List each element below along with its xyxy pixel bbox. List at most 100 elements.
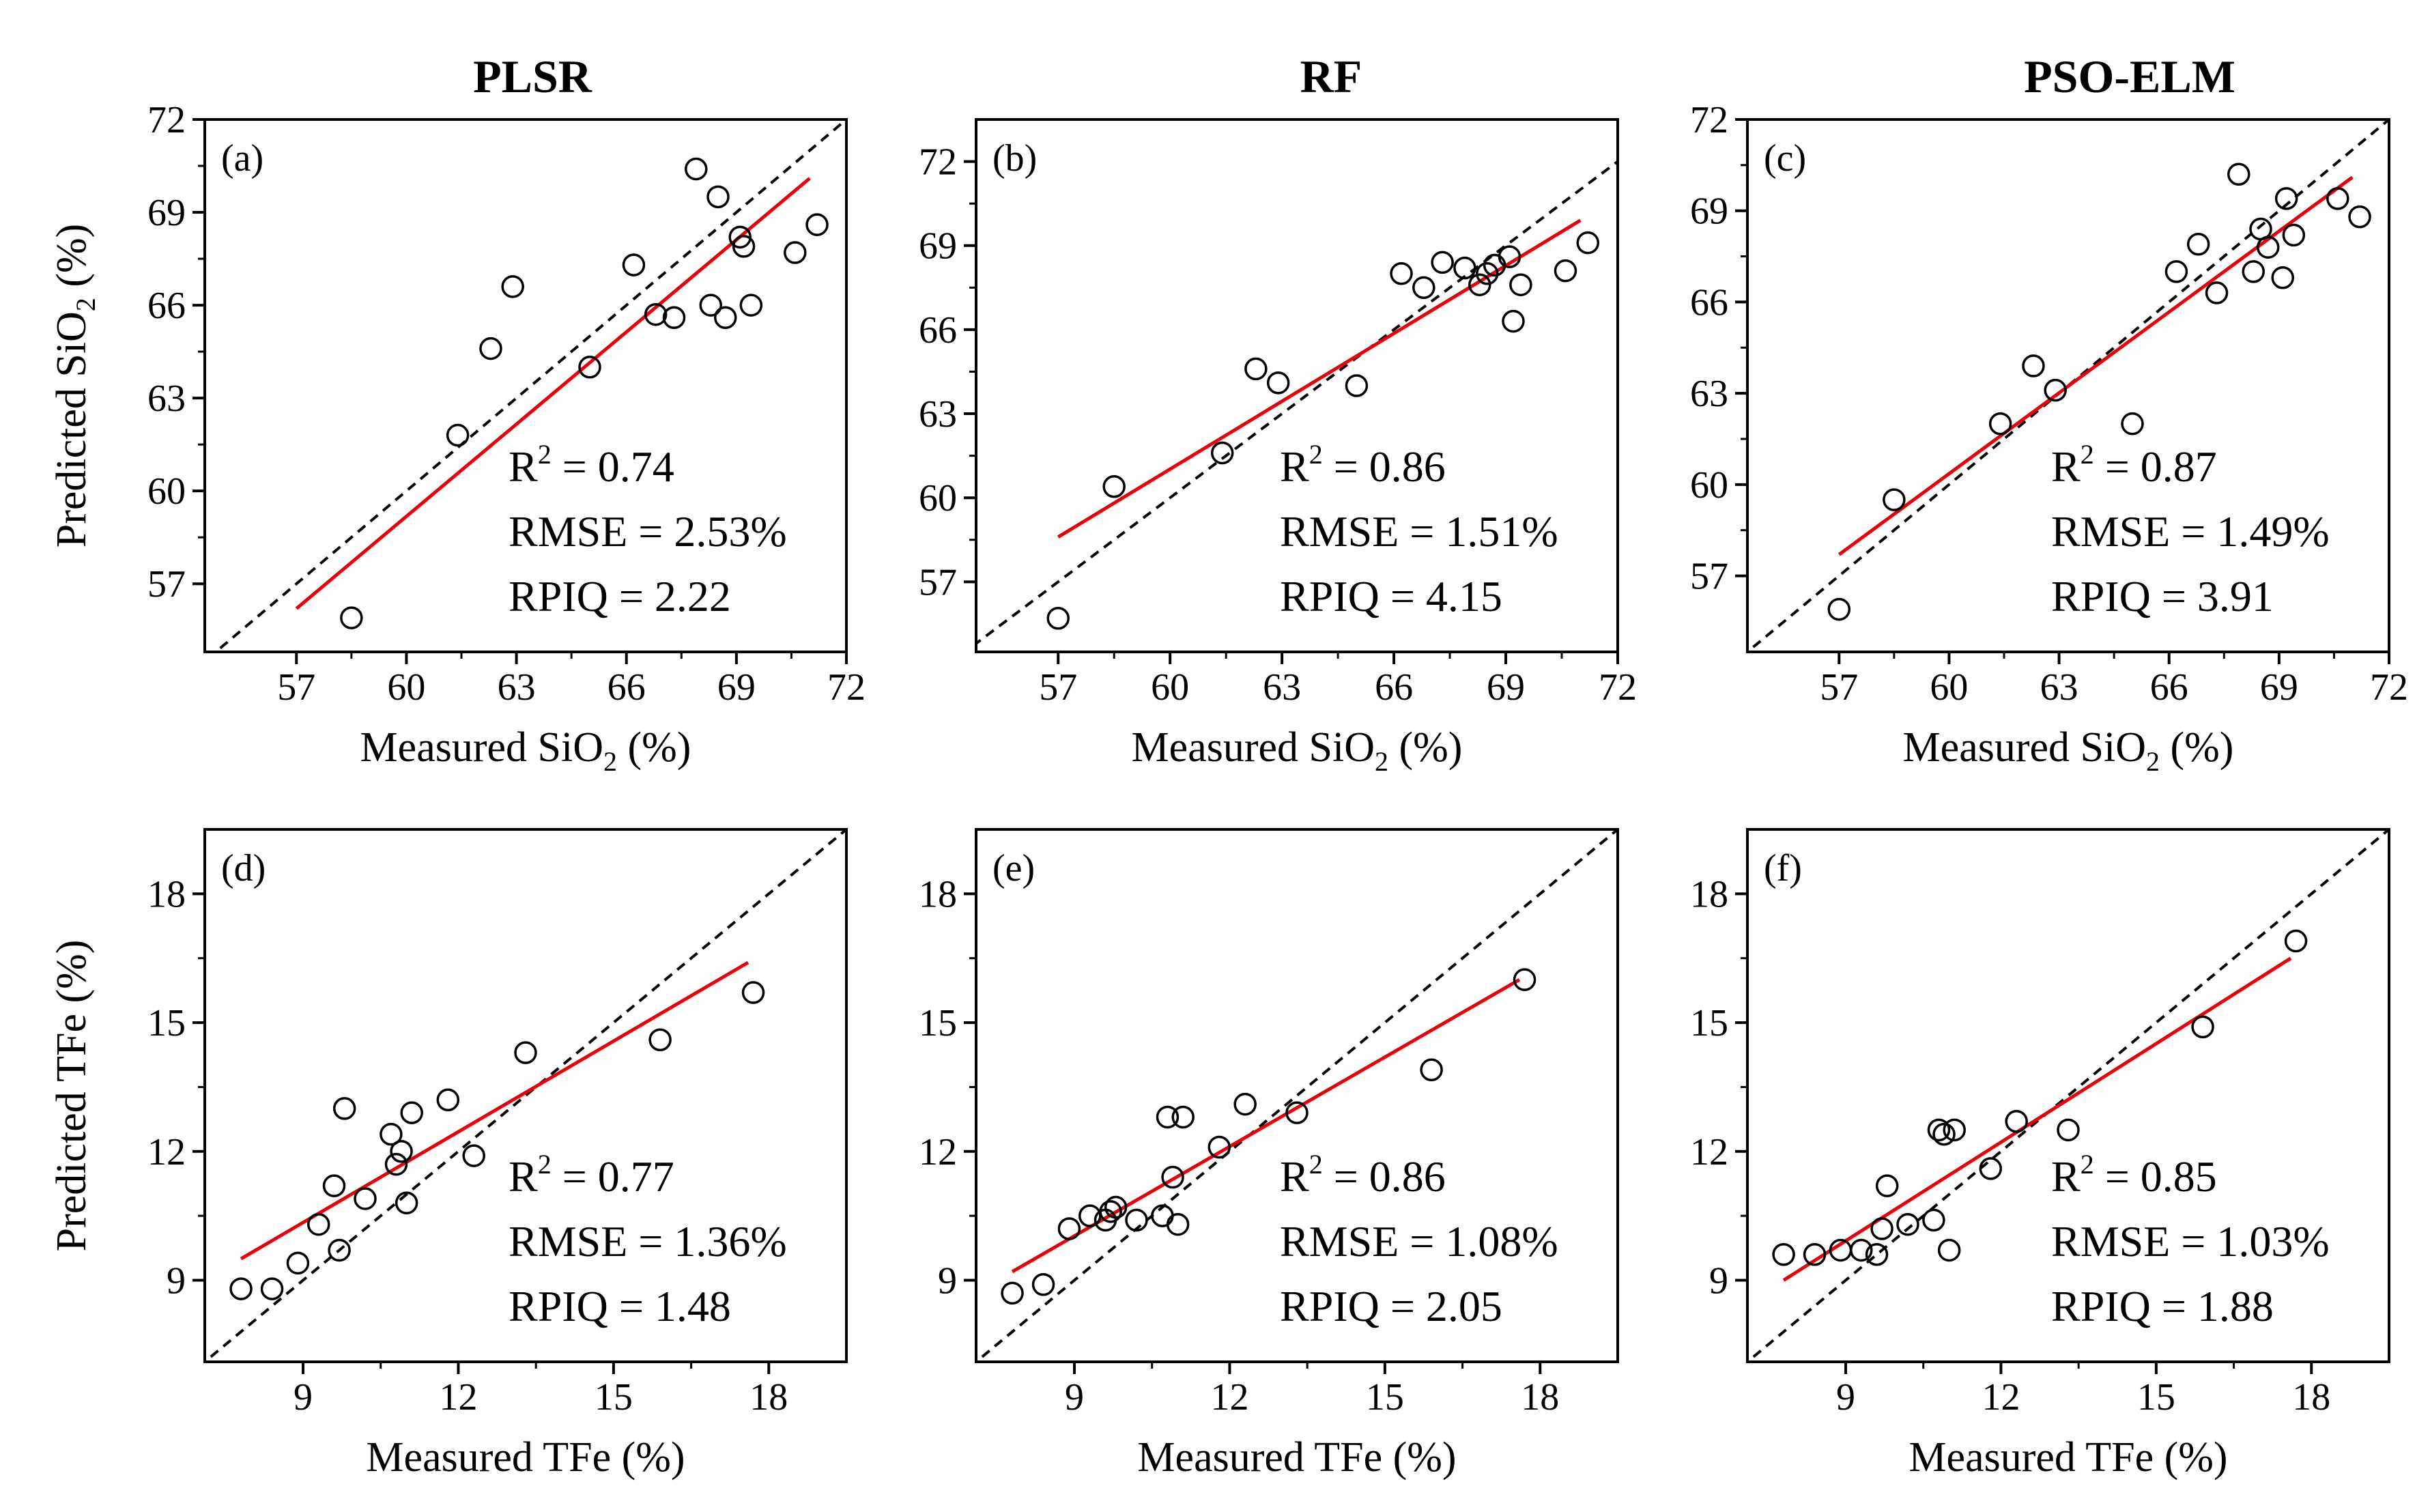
x-tick-label: 60 bbox=[1930, 666, 1968, 709]
data-point bbox=[1875, 1174, 1899, 1197]
fit-line bbox=[240, 960, 749, 1261]
data-point bbox=[1850, 1238, 1873, 1262]
fit-line bbox=[1838, 175, 2354, 556]
data-point bbox=[501, 275, 524, 298]
x-tick-label: 72 bbox=[1599, 666, 1637, 709]
y-axis-label: Predicted TFe (%) bbox=[48, 940, 95, 1252]
data-point bbox=[2121, 412, 2144, 436]
x-tick-label: 63 bbox=[1263, 666, 1301, 709]
data-point bbox=[2348, 205, 2371, 229]
data-point bbox=[1468, 273, 1491, 296]
y-tick-label: 60 bbox=[147, 470, 186, 513]
y-tick-label: 15 bbox=[147, 1002, 186, 1044]
y-tick-label: 9 bbox=[938, 1259, 957, 1302]
data-point bbox=[1979, 1157, 2003, 1180]
y-tick-label: 12 bbox=[147, 1131, 186, 1173]
data-point bbox=[340, 606, 363, 629]
y-tick-label: 69 bbox=[919, 225, 957, 268]
data-point bbox=[1431, 251, 1454, 274]
x-tick-label: 72 bbox=[827, 666, 866, 709]
data-point bbox=[436, 1088, 460, 1112]
x-tick-label: 15 bbox=[1366, 1376, 1404, 1418]
y-tick-label: 66 bbox=[919, 309, 957, 352]
data-point bbox=[741, 981, 765, 1004]
y-tick-label: 66 bbox=[1690, 281, 1728, 324]
data-point bbox=[446, 423, 470, 447]
data-point bbox=[479, 337, 502, 360]
y-tick-label: 63 bbox=[147, 377, 186, 420]
x-tick-label: 66 bbox=[2150, 666, 2188, 709]
data-point bbox=[400, 1101, 423, 1124]
y-tick-label: 15 bbox=[919, 1002, 957, 1044]
data-point bbox=[1498, 245, 1521, 268]
x-tick-label: 9 bbox=[294, 1376, 313, 1418]
x-axis-label: Measured SiO2 (%) bbox=[1903, 724, 2234, 777]
data-point bbox=[1244, 357, 1268, 381]
data-point bbox=[739, 294, 763, 317]
stat-rpiq-value: 2.05 bbox=[1426, 1282, 1502, 1330]
fit-line bbox=[1782, 956, 2292, 1282]
data-point bbox=[1937, 1238, 1961, 1262]
data-point bbox=[2274, 187, 2298, 210]
x-axis-label: Measured SiO2 (%) bbox=[1132, 724, 1463, 777]
data-point bbox=[2227, 162, 2250, 186]
data-point bbox=[1772, 1242, 1795, 1266]
data-point bbox=[2282, 223, 2306, 247]
stat-rmse: RMSE = 1.03% bbox=[2051, 1217, 2330, 1266]
stat-rpiq-value: 3.91 bbox=[2197, 572, 2274, 621]
data-point bbox=[1166, 1212, 1190, 1236]
data-point bbox=[662, 306, 686, 329]
y-tick-label: 63 bbox=[919, 393, 957, 436]
data-point bbox=[1001, 1281, 1024, 1305]
data-point bbox=[332, 1097, 356, 1120]
data-point bbox=[1475, 262, 1499, 285]
y-tick-label: 15 bbox=[1690, 1002, 1728, 1044]
x-tick-label: 69 bbox=[1487, 666, 1525, 709]
x-tick-label: 63 bbox=[2040, 666, 2078, 709]
stat-r2: R2 = 0.87 bbox=[2051, 439, 2217, 491]
stat-rpiq: RPIQ = 1.88 bbox=[2051, 1282, 2274, 1330]
data-point bbox=[2284, 929, 2308, 953]
y-tick-label: 60 bbox=[919, 477, 957, 519]
data-point bbox=[2256, 236, 2280, 259]
data-point bbox=[1057, 1217, 1081, 1240]
data-point bbox=[1803, 1242, 1827, 1266]
data-point bbox=[2005, 1109, 2028, 1133]
plot-frame bbox=[975, 828, 1619, 1363]
data-point bbox=[1125, 1208, 1148, 1232]
data-point bbox=[1513, 968, 1536, 991]
data-point bbox=[390, 1140, 413, 1163]
stat-r2: R2 = 0.85 bbox=[2051, 1149, 2217, 1201]
x-axis-label: Measured TFe (%) bbox=[366, 1434, 685, 1481]
panel-d: 9 12 15 18 9 12 15 18 Measured TFe (%) Predicted … bbox=[48, 828, 848, 1481]
column-title-pso-elm: PSO-ELM bbox=[2024, 51, 2235, 102]
panel-label: (c) bbox=[1764, 137, 1806, 180]
x-tick-label: 12 bbox=[1210, 1376, 1248, 1418]
data-point bbox=[229, 1277, 253, 1300]
data-point bbox=[1453, 256, 1476, 280]
stat-r2-value: 0.87 bbox=[2141, 442, 2217, 491]
x-axis-label: Measured SiO2 (%) bbox=[360, 724, 691, 777]
x-tick-label: 15 bbox=[595, 1376, 633, 1418]
x-tick-label: 69 bbox=[2260, 666, 2298, 709]
data-point bbox=[706, 185, 730, 209]
x-tick-label: 66 bbox=[608, 666, 646, 709]
data-point bbox=[732, 235, 756, 258]
stat-rpiq: RPIQ = 4.15 bbox=[1280, 572, 1502, 621]
data-point bbox=[1345, 374, 1369, 397]
x-axis-label: Measured TFe (%) bbox=[1137, 1434, 1456, 1481]
y-tick-label: 12 bbox=[1690, 1131, 1728, 1173]
y-tick-label: 57 bbox=[1690, 556, 1728, 598]
data-point bbox=[286, 1251, 310, 1275]
column-title-rf: RF bbox=[1300, 51, 1362, 102]
panel-e: 9 12 15 18 9 12 15 18 Measured TFe (%) (e) R2 = 0.… bbox=[919, 828, 1619, 1481]
stat-rmse-value: 1.49% bbox=[2216, 507, 2329, 556]
data-point bbox=[699, 294, 723, 317]
data-point bbox=[784, 241, 807, 264]
y-tick-label: 57 bbox=[919, 561, 957, 603]
data-point bbox=[1827, 597, 1851, 621]
data-point bbox=[462, 1144, 485, 1167]
stat-rmse: RMSE = 1.36% bbox=[509, 1217, 787, 1266]
data-point bbox=[1171, 1105, 1195, 1129]
